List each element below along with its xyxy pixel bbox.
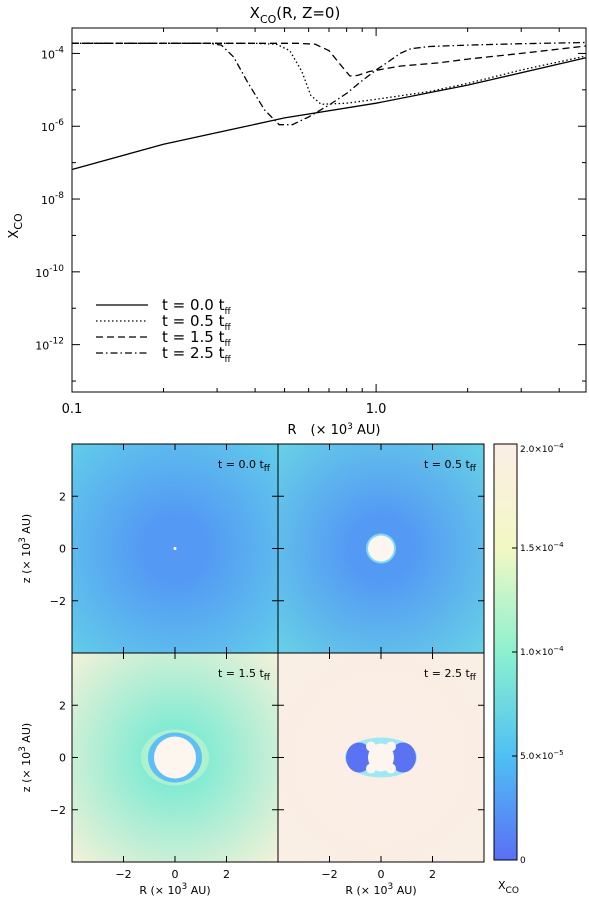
chart-title: XCO(R, Z=0): [250, 4, 341, 26]
z-axis-label: z (× 103 AU): [18, 723, 33, 792]
lobe-right: [390, 742, 416, 773]
r-tick-label: 0: [378, 868, 385, 881]
axis-ticks: 0.1 1.0 10-4 10-6 10-8 10-10 10-12: [35, 28, 586, 417]
colorbar-tick-label-0: 0: [520, 856, 526, 866]
colorbar-tick-label-2: 1.0×10−4: [520, 645, 564, 658]
colorbar-tick-label-1: 5.0×10−5: [520, 749, 564, 762]
colorbar-tick-label-3: 1.5×10−4: [520, 541, 564, 554]
cavity-notch: [366, 763, 376, 774]
y-tick-label-2: 10-8: [41, 191, 64, 207]
panel-time-label: t = 2.5 tff: [424, 667, 477, 683]
line-chart: XCO(R, Z=0) 0.1 1.0 10-4 10-6 10-8 10-10 10-12…: [7, 4, 587, 438]
r-axis-label: R (× 103 AU): [345, 882, 416, 897]
legend-label-3: t = 2.5 tff: [162, 344, 232, 365]
cavity: [368, 535, 394, 562]
r-axis-label: R (× 103 AU): [139, 882, 210, 897]
z-tick-label: 2: [59, 699, 66, 712]
panel-time-label: t = 1.5 tff: [218, 667, 271, 683]
cavity: [368, 743, 394, 772]
y-tick-label-1: 10-6: [41, 118, 64, 134]
x-tick-label-1: 1.0: [366, 402, 387, 417]
cavity-notch: [366, 741, 376, 752]
heatmap-grid: t = 0.0 tff t = 0.5 tff t = 1.5 tff t = 2.5…: [18, 442, 564, 897]
legend-label-0: t = 0.0 tff: [162, 296, 232, 317]
panel-axes: −2 0 2 z (× 103 AU) −2 0 2 z (× 103 AU) −2 0 2 R (×…: [18, 444, 484, 897]
x-tick-label-0: 0.1: [62, 402, 83, 417]
z-tick-label: −2: [50, 595, 66, 608]
heatmap-panel-2: t = 1.5 tff: [71, 652, 279, 863]
panel-time-label: t = 0.0 tff: [218, 458, 271, 474]
plot-frame: [71, 27, 587, 393]
heatmap-panel-3: t = 2.5 tff: [277, 652, 485, 863]
cavity-notch: [386, 763, 396, 774]
y-tick-label-0: 10-4: [41, 45, 64, 61]
r-tick-label: −2: [321, 868, 337, 881]
y-tick-label-4: 10-12: [35, 337, 64, 353]
series-line-1: [72, 42, 587, 105]
legend-label-1: t = 0.5 tff: [162, 312, 232, 333]
x-axis-label: R (× 103 AU): [287, 422, 380, 438]
series-line-0: [71, 57, 587, 171]
series-line-2: [72, 42, 587, 77]
y-tick-label-3: 10-10: [35, 264, 64, 280]
legend-label-2: t = 1.5 tff: [162, 328, 232, 349]
cavity: [173, 547, 177, 550]
cavity-notch: [386, 741, 396, 752]
z-tick-label: 0: [59, 543, 66, 556]
lobe-left: [346, 742, 372, 773]
z-axis-label: z (× 103 AU): [18, 514, 33, 583]
r-tick-label: 0: [172, 868, 179, 881]
r-tick-label: 2: [429, 868, 436, 881]
y-axis-label: XCO: [7, 213, 25, 239]
z-tick-label: −2: [50, 804, 66, 817]
cavity: [154, 736, 196, 779]
z-tick-label: 0: [59, 752, 66, 765]
r-tick-label: −2: [115, 868, 131, 881]
z-tick-label: 2: [59, 490, 66, 503]
r-tick-label: 2: [223, 868, 230, 881]
plot-area: [71, 41, 587, 171]
colorbar-label: XCO: [498, 879, 519, 896]
colorbar-tick-label-4: 2.0×10−4: [520, 442, 564, 455]
colorbar: 0 5.0×10−5 1.0×10−4 1.5×10−4 2.0×10−4 XCO: [493, 442, 564, 896]
heatmap-panel-0: t = 0.0 tff: [71, 443, 279, 654]
heatmap-panel-1: t = 0.5 tff: [277, 443, 485, 654]
panel-time-label: t = 0.5 tff: [424, 458, 477, 474]
